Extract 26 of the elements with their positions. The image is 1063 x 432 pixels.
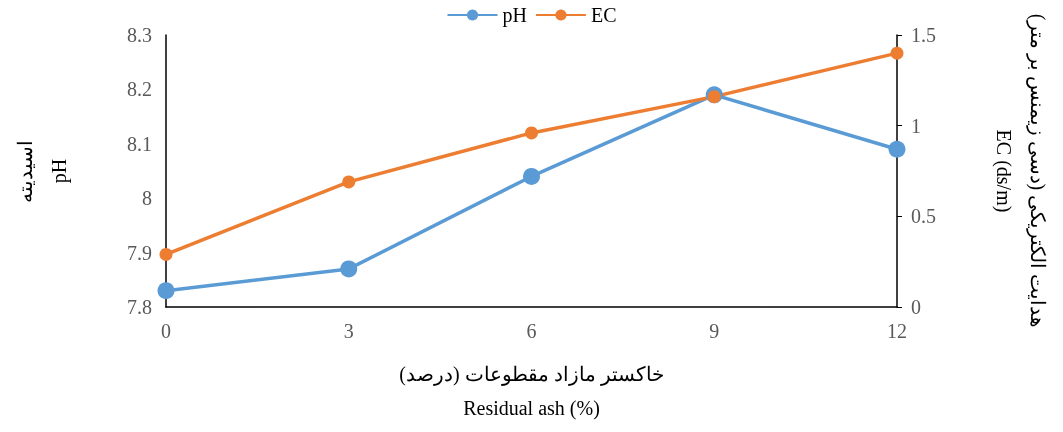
x-tick-label: 9: [709, 320, 720, 342]
point: [157, 282, 175, 300]
point: [523, 167, 540, 185]
x-tick-label: 3: [343, 320, 354, 342]
y2-tick-label: 1.5: [911, 24, 936, 46]
y2-tick-label: 0: [911, 296, 921, 318]
point: [342, 175, 356, 189]
x-tick-label: 0: [161, 320, 171, 342]
y-tick-label: 7.8: [127, 296, 152, 318]
point: [888, 140, 906, 158]
point: [890, 46, 904, 60]
point: [525, 126, 538, 140]
y-tick-label: 8.1: [127, 132, 152, 155]
point: [340, 260, 358, 278]
y2-tick-label: 1: [911, 114, 921, 137]
point: [159, 247, 173, 261]
legend-label: EC: [590, 4, 617, 26]
legend-label: pH: [502, 4, 527, 27]
x-tick-label: 6: [526, 320, 537, 342]
y-tick-label: 8: [142, 187, 152, 210]
x-tick-label: 12: [887, 320, 907, 342]
y2-tick-label: 0.5: [911, 205, 936, 228]
y-tick-label: 7.9: [127, 241, 152, 264]
y-tick-label: 8.3: [127, 24, 152, 46]
point: [707, 90, 721, 104]
y-tick-label: 8.2: [127, 78, 152, 101]
